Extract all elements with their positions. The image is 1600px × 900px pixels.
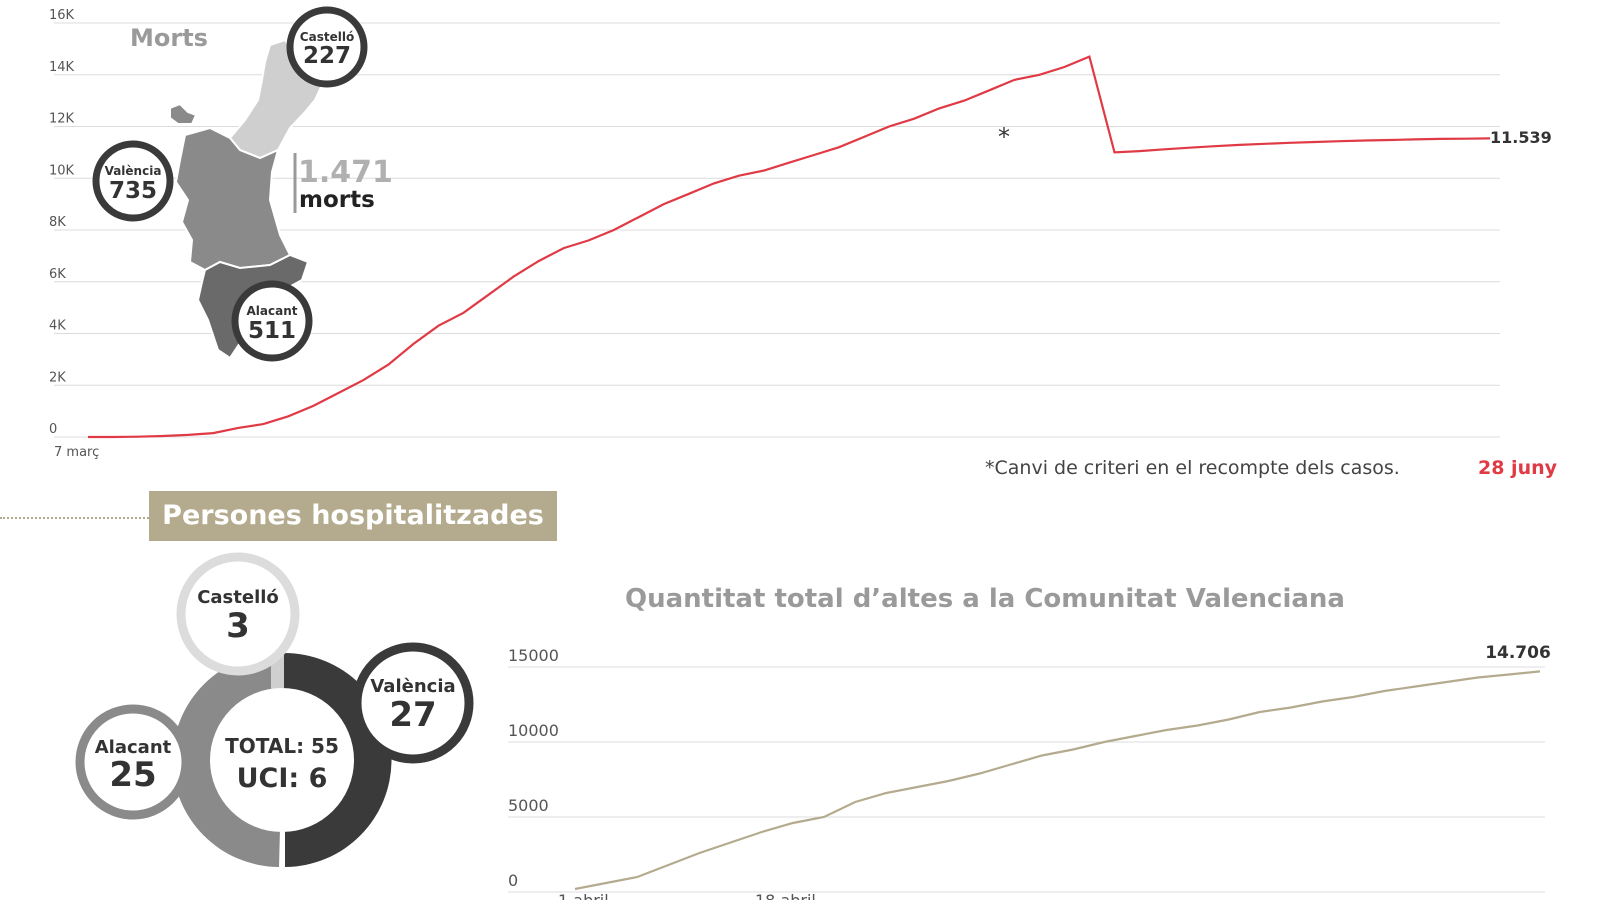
y-tick-label: 16K xyxy=(49,8,75,23)
alacant-hospital-bubble: Alacant 25 xyxy=(75,704,191,820)
alacant-map-bubble: Alacant 511 xyxy=(231,280,313,362)
map-title: Morts xyxy=(130,24,208,52)
discharges-series-line xyxy=(574,670,1541,891)
cases-y-axis: 0 2K 4K 6K 8K 10K 12K 14K 16K xyxy=(49,8,75,437)
castello-bubble: Castelló 227 xyxy=(286,6,368,88)
y-tick-label: 10K xyxy=(49,163,75,178)
alacant-hospital-value: 25 xyxy=(109,755,156,795)
castello-hospital-name: Castelló xyxy=(197,587,279,608)
map-total-value: 1.471 xyxy=(298,155,393,190)
enclave-region xyxy=(169,102,198,125)
banner-dotted-rule xyxy=(0,517,149,519)
alacant-map-value: 511 xyxy=(248,318,296,344)
cases-series-line xyxy=(88,55,1491,439)
valencia-hospital-bubble: València 27 xyxy=(352,642,474,764)
end-date-label: 28 juny xyxy=(1478,457,1558,479)
y-tick-label: 15000 xyxy=(508,646,559,665)
discharges-x-tick-label-1: 18 abril xyxy=(755,891,816,900)
valencia-hospital-value: 27 xyxy=(389,695,436,735)
castello-hospital-bubble: Castelló 3 xyxy=(176,552,300,676)
castello-hospital-value: 3 xyxy=(226,606,250,646)
cases-x-tick-label: 7 març xyxy=(54,445,99,460)
castello-map-name: Castelló xyxy=(300,30,354,44)
alacant-hospital-name: Alacant xyxy=(95,737,172,758)
alacant-map-name: Alacant xyxy=(247,304,298,318)
y-tick-label: 4K xyxy=(49,319,66,334)
y-tick-label: 0 xyxy=(49,422,57,437)
valencia-map-value: 735 xyxy=(109,178,157,204)
valencia-hospital-name: València xyxy=(370,676,455,697)
y-tick-label: 10000 xyxy=(508,721,559,740)
criteria-change-asterisk: * xyxy=(998,123,1010,151)
valencia-map-name: València xyxy=(105,164,162,178)
criteria-change-note: *Canvi de criteri en el recompte dels ca… xyxy=(985,457,1400,479)
discharges-end-value-label: 14.706 xyxy=(1485,643,1551,663)
hospital-banner: Persones hospitalitzades xyxy=(149,491,557,541)
hospital-donut: TOTAL: 55 UCI: 6 Castelló 3 València 27 … xyxy=(75,552,474,867)
discharges-grid xyxy=(508,666,1545,893)
y-tick-label: 5000 xyxy=(508,796,549,815)
valencia-map-bubble: València 735 xyxy=(92,140,174,222)
y-tick-label: 14K xyxy=(49,60,75,75)
y-tick-label: 0 xyxy=(508,871,518,890)
y-tick-label: 6K xyxy=(49,267,66,282)
map-total-label: morts xyxy=(299,187,375,213)
discharges-x-tick-label-0: 1 abril xyxy=(558,891,609,900)
discharges-chart-title: Quantitat total d’altes a la Comunitat V… xyxy=(625,584,1345,614)
y-tick-label: 2K xyxy=(49,370,66,385)
y-tick-label: 12K xyxy=(49,112,75,127)
hospital-uci: UCI: 6 xyxy=(237,763,328,794)
death-map-inset: Morts Castelló 227 València 735 Alacant … xyxy=(92,6,393,362)
cases-end-value-label: 11.539 xyxy=(1490,128,1552,147)
donut-center xyxy=(210,688,354,832)
donut-segment-alacant xyxy=(172,652,280,867)
castello-map-value: 227 xyxy=(303,43,351,69)
hospital-total: TOTAL: 55 xyxy=(225,734,339,758)
y-tick-label: 8K xyxy=(49,215,66,230)
discharges-y-axis: 0 5000 10000 15000 xyxy=(508,646,559,890)
